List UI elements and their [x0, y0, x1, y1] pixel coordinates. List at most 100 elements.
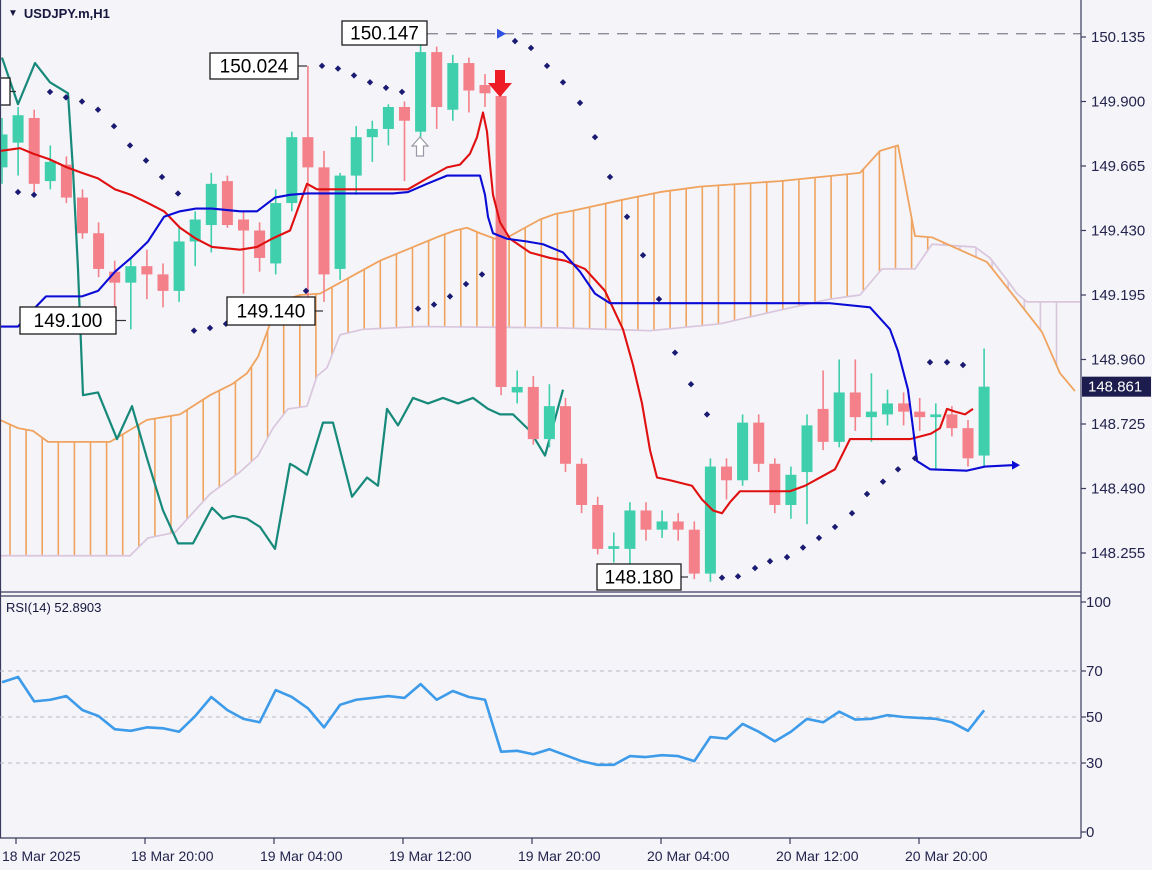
- sar-dot: [639, 252, 647, 259]
- svg-text:149.900: 149.900: [1091, 94, 1145, 111]
- sar-dot: [30, 191, 38, 199]
- bull-candle: [608, 546, 620, 549]
- sar-dot: [398, 88, 406, 96]
- price-label-box[interactable]: [0, 77, 11, 106]
- symbol-title[interactable]: ▼ USDJPY.m,H1: [8, 6, 110, 21]
- bull-candle: [624, 510, 636, 549]
- sar-dot: [511, 37, 519, 45]
- sar-dot: [318, 62, 326, 70]
- bull-candle: [656, 521, 668, 530]
- sar-dot: [959, 361, 967, 369]
- sar-dot: [462, 280, 470, 288]
- sar-dot: [334, 65, 342, 72]
- sar-dot: [366, 79, 374, 86]
- buy-arrow-icon[interactable]: [410, 136, 430, 157]
- bull-candle: [125, 266, 137, 283]
- sar-dot: [302, 287, 310, 295]
- kijun-end-arrow-icon: [1012, 460, 1020, 470]
- bear-candle: [560, 406, 571, 464]
- sar-dot: [623, 213, 631, 220]
- sar-dot: [206, 324, 214, 332]
- bear-candle: [109, 271, 121, 283]
- sar-dot: [848, 510, 856, 517]
- svg-text:20 Mar 20:00: 20 Mar 20:00: [905, 848, 988, 864]
- bear-candle: [302, 137, 314, 168]
- price-label-box[interactable]: [341, 20, 428, 46]
- price-axis: 150.135 149.900 149.665 149.430 149.195 148.9…: [1081, 29, 1145, 562]
- bear-candle: [721, 466, 732, 481]
- svg-text:19 Mar 04:00: 19 Mar 04:00: [260, 848, 343, 864]
- bear-candle: [431, 52, 443, 107]
- sar-dot: [174, 190, 182, 197]
- sell-arrow-icon[interactable]: [488, 70, 512, 97]
- svg-text:19 Mar 12:00: 19 Mar 12:00: [389, 848, 472, 864]
- sar-dot: [126, 142, 134, 149]
- sar-dot: [783, 553, 791, 561]
- bear-candle: [576, 463, 588, 505]
- svg-text:30: 30: [1086, 755, 1103, 772]
- sar-dot: [751, 564, 759, 572]
- bear-candle: [479, 85, 491, 94]
- bull-candle: [882, 403, 893, 415]
- pane-borders: [0, 0, 1082, 839]
- bull-candle: [350, 137, 362, 176]
- svg-text:148.725: 148.725: [1091, 416, 1145, 433]
- sar-dot: [703, 411, 711, 418]
- sar-dot: [718, 574, 726, 581]
- collapse-triangle-icon[interactable]: ▼: [8, 7, 18, 19]
- bear-candle: [962, 428, 974, 459]
- svg-text:149.195: 149.195: [1091, 287, 1145, 304]
- price-label-box[interactable]: [209, 52, 299, 80]
- price-label-box[interactable]: [226, 296, 316, 326]
- kijun-sen-line: [0, 174, 1020, 472]
- chikou-span-line: [0, 57, 565, 550]
- svg-text:20 Mar 12:00: 20 Mar 12:00: [776, 848, 859, 864]
- svg-text:18 Mar 20:00: 18 Mar 20:00: [131, 848, 214, 864]
- ichimoku-cloud: [0, 144, 1080, 557]
- bull-candle: [737, 422, 749, 481]
- svg-text:19 Mar 20:00: 19 Mar 20:00: [518, 848, 601, 864]
- bear-candle: [672, 521, 684, 530]
- rsi-pane: 100 70 50 30 0: [0, 594, 1111, 841]
- sar-dot: [863, 490, 871, 498]
- bull-candle: [334, 175, 346, 269]
- bear-candle: [769, 463, 781, 505]
- svg-text:148.255: 148.255: [1091, 545, 1145, 562]
- bull-candle: [447, 63, 459, 110]
- sar-dot: [414, 305, 422, 312]
- sar-dot: [655, 295, 663, 303]
- bull-candle: [189, 219, 201, 242]
- svg-text:149.430: 149.430: [1091, 223, 1145, 240]
- bear-candle: [688, 529, 700, 574]
- bull-candle: [415, 52, 427, 132]
- bear-candle: [527, 386, 539, 440]
- sar-dot: [671, 349, 679, 356]
- svg-text:148.861: 148.861: [1088, 379, 1142, 396]
- rsi-indicator-label: RSI(14) 52.8903: [6, 600, 102, 615]
- sar-dot: [110, 123, 118, 130]
- bear-candle: [238, 219, 249, 231]
- sar-dot: [142, 157, 150, 164]
- bear-candle: [592, 504, 604, 549]
- bull-candle: [44, 161, 56, 182]
- sar-dot: [62, 94, 70, 101]
- sar-dot: [543, 62, 551, 70]
- bear-candle: [28, 117, 40, 184]
- price-label-box[interactable]: [596, 563, 682, 591]
- sar-dot: [158, 173, 166, 181]
- sar-dot: [382, 84, 390, 91]
- svg-text:149.100: 149.100: [34, 311, 103, 332]
- sar-dot: [430, 301, 438, 308]
- sar-dot: [350, 72, 358, 79]
- tenkan-sen-line: [0, 111, 974, 515]
- svg-text:148.180: 148.180: [605, 568, 674, 589]
- bear-candle: [914, 411, 926, 418]
- sar-dot: [46, 88, 54, 96]
- sar-dot: [576, 99, 584, 107]
- sar-dot: [14, 188, 22, 196]
- svg-text:150.024: 150.024: [220, 57, 289, 78]
- price-label-box[interactable]: [19, 306, 117, 335]
